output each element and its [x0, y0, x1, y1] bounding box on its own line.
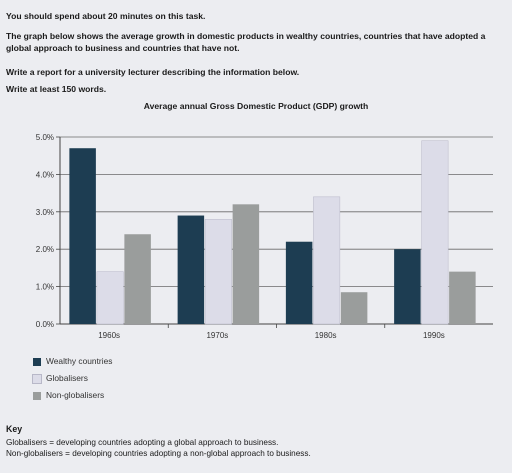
key-globalisers-definition: Globalisers = developing countries adopt… [6, 437, 279, 447]
x-tick-label: 1980s [315, 331, 337, 340]
x-tick-label: 1960s [98, 331, 120, 340]
y-tick-label: 2.0% [36, 245, 54, 254]
bar [96, 271, 124, 325]
legend-swatch-globalisers [32, 374, 42, 384]
legend-label-non-globalisers: Non-globalisers [46, 390, 105, 400]
legend-label-wealthy: Wealthy countries [46, 356, 113, 366]
legend-label-globalisers: Globalisers [46, 373, 88, 383]
x-tick-label: 1970s [206, 331, 228, 340]
task-description: The graph below shows the average growth… [6, 31, 486, 53]
key-section: Key Globalisers = developing countries a… [6, 424, 506, 460]
bar [124, 234, 151, 324]
task-word-count: Write at least 150 words. [6, 84, 107, 94]
key-non-globalisers-definition: Non-globalisers = developing countries a… [6, 449, 311, 458]
bar [69, 148, 96, 324]
y-tick-label: 3.0% [36, 208, 54, 217]
x-tick-label: 1990s [423, 331, 445, 340]
bar [204, 219, 232, 325]
bar [285, 241, 313, 324]
bar [340, 292, 368, 324]
chart-title: Average annual Gross Domestic Product (G… [143, 101, 369, 111]
bar [421, 140, 449, 325]
y-tick-label: 4.0% [36, 170, 54, 179]
key-title: Key [6, 424, 23, 434]
bar [232, 204, 260, 324]
legend-swatch-non-globalisers [33, 392, 41, 400]
task-report-instruction: Write a report for a university lecturer… [6, 67, 300, 77]
bar [394, 249, 421, 324]
legend-swatch-wealthy [33, 358, 41, 366]
y-tick-label: 1.0% [36, 283, 54, 292]
y-tick-label: 5.0% [36, 133, 54, 142]
task-time-instruction: You should spend about 20 minutes on thi… [6, 11, 206, 21]
bar-chart: 0.0% 1.0% 2.0% 3.0% 4.0% 5.0% 1960s 1970s 1980s 1… [36, 133, 493, 340]
y-tick-label: 0.0% [36, 320, 54, 329]
bar [177, 215, 205, 324]
bar [449, 271, 476, 324]
bar [313, 196, 341, 325]
